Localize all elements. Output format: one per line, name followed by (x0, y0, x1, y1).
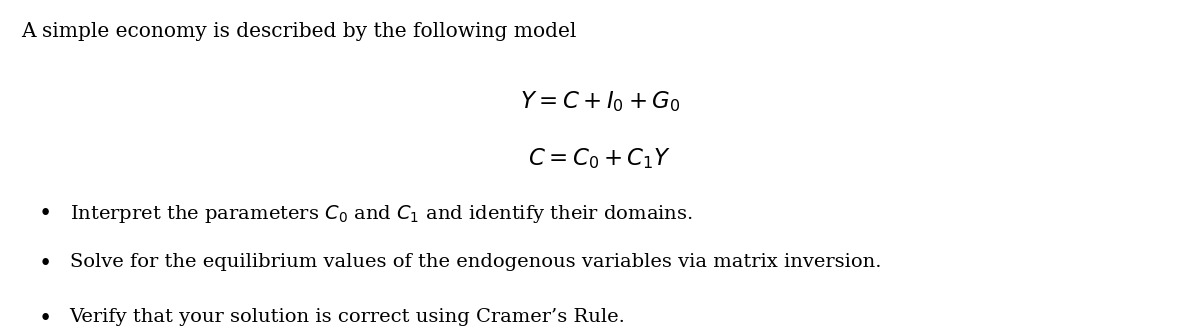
Text: •: • (38, 253, 53, 275)
Text: •: • (38, 203, 53, 225)
Text: $C = C_0 + C_1 Y$: $C = C_0 + C_1 Y$ (528, 146, 672, 171)
Text: Verify that your solution is correct using Cramer’s Rule.: Verify that your solution is correct usi… (70, 308, 625, 326)
Text: Solve for the equilibrium values of the endogenous variables via matrix inversio: Solve for the equilibrium values of the … (70, 253, 881, 271)
Text: A simple economy is described by the following model: A simple economy is described by the fol… (22, 22, 577, 41)
Text: •: • (38, 308, 53, 330)
Text: $Y = C + I_0 + G_0$: $Y = C + I_0 + G_0$ (520, 89, 680, 114)
Text: Interpret the parameters $C_0$ and $C_1$ and identify their domains.: Interpret the parameters $C_0$ and $C_1$… (70, 203, 692, 225)
